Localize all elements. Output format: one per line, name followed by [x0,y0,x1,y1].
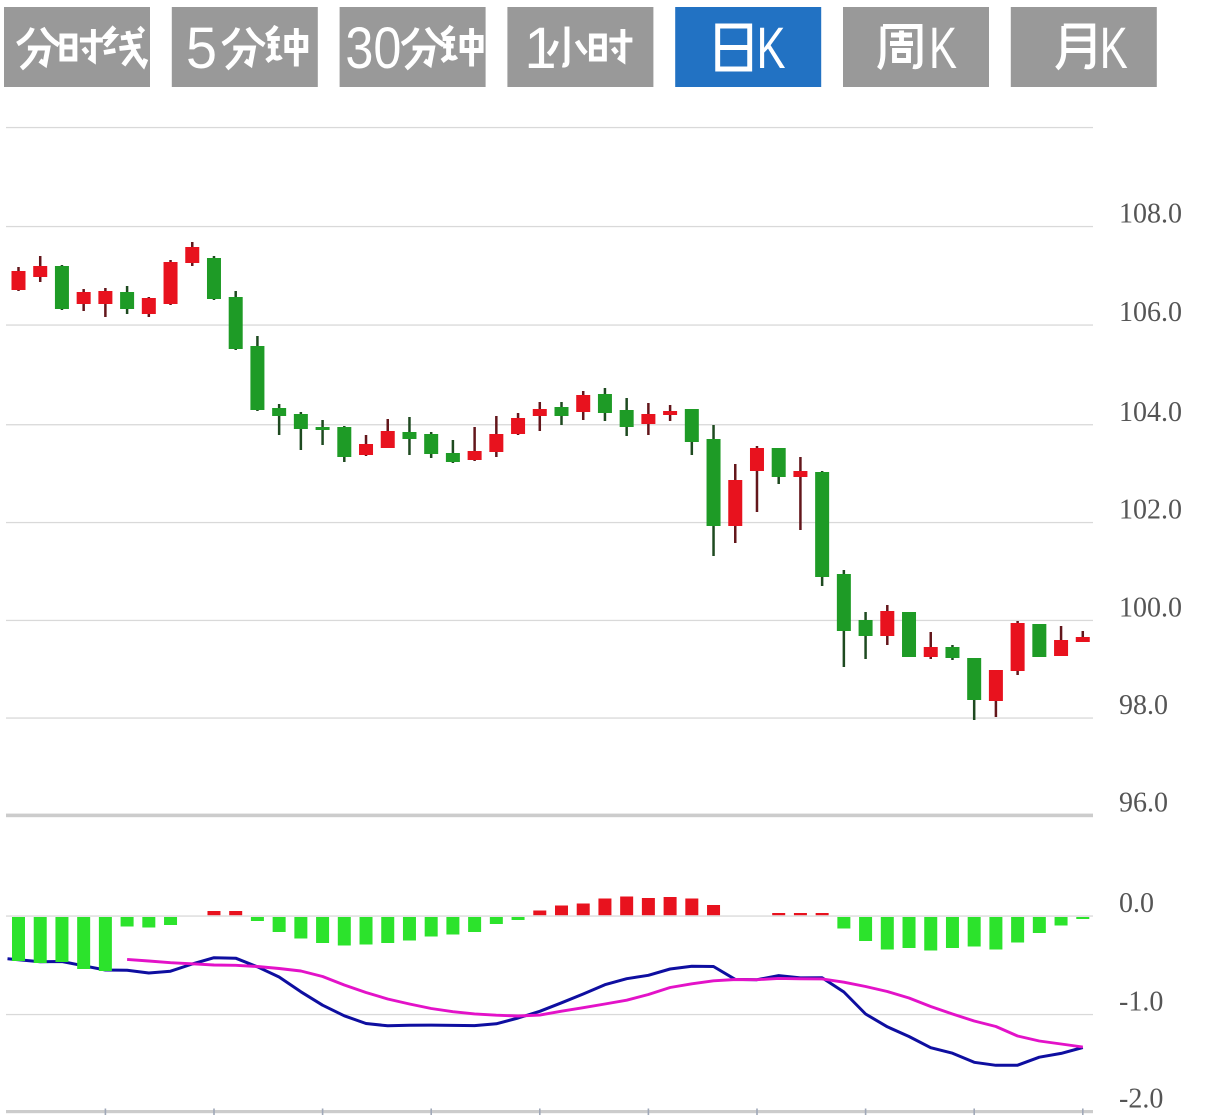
svg-text:102.0: 102.0 [1119,495,1182,526]
svg-text:5: 5 [186,16,217,81]
svg-text:98.0: 98.0 [1119,690,1168,721]
svg-text:30: 30 [345,16,401,81]
svg-text:K: K [757,16,786,81]
svg-text:106.0: 106.0 [1119,297,1182,328]
svg-text:K: K [1100,16,1128,81]
svg-text:104.0: 104.0 [1119,397,1182,428]
svg-text:108.0: 108.0 [1119,199,1182,230]
svg-text:0.0: 0.0 [1119,888,1154,919]
svg-text:96.0: 96.0 [1119,788,1168,819]
svg-text:K: K [929,16,957,81]
svg-text:-2.0: -2.0 [1119,1084,1163,1115]
svg-text:-1.0: -1.0 [1119,987,1163,1018]
svg-text:100.0: 100.0 [1119,593,1182,624]
